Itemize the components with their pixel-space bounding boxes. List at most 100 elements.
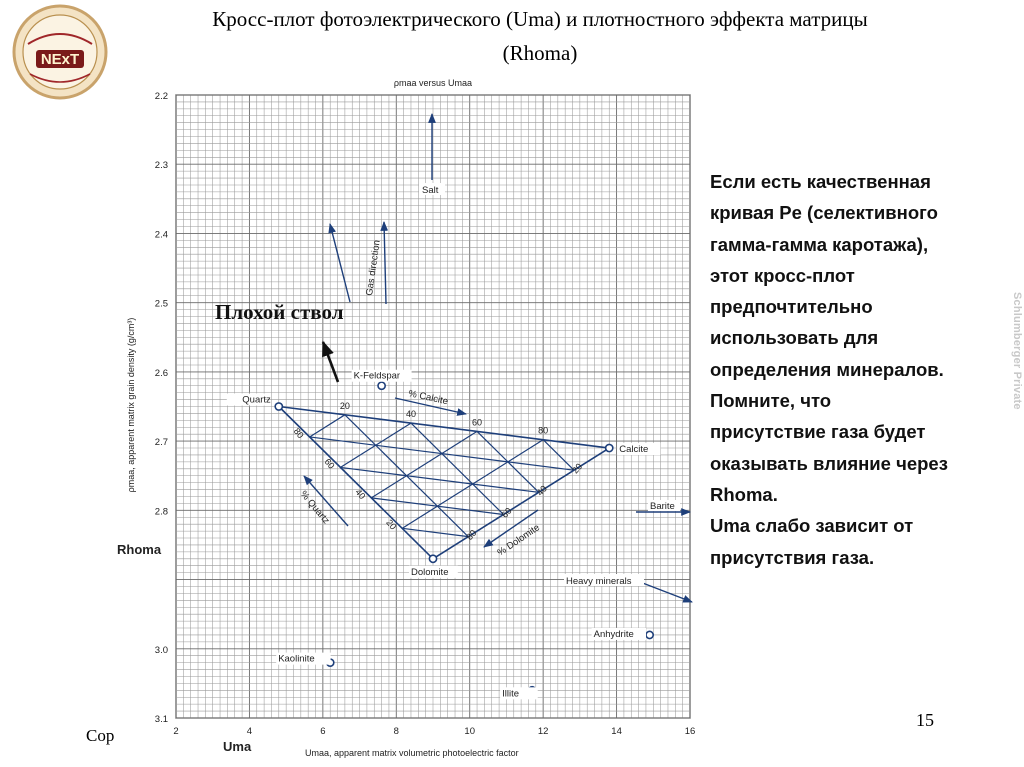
barite-label: Barite [650, 501, 675, 512]
y-tick-label: 2.6 [155, 368, 168, 379]
side-text-line: предпочтительно [710, 296, 873, 318]
heavy-minerals-arrow [639, 581, 693, 603]
side-text-line: Rhoma. [710, 483, 778, 505]
ternary-tick-dolomite: 60 [500, 506, 514, 520]
x-tick-label: 4 [247, 726, 252, 737]
mineral-label: Anhydrite [594, 629, 634, 640]
side-text-line: Если есть качественная [710, 171, 931, 192]
dolomite-percent-arrow [483, 509, 539, 548]
side-text-line: присутствия газа. [710, 546, 875, 568]
barite-label-bg [648, 500, 680, 511]
slide-title-line2: (Rhoma) [502, 41, 578, 65]
ternary-tick-calcite: 80 [538, 426, 548, 436]
y-tick-label: 2.5 [155, 299, 168, 310]
ternary-tick-dolomite: 40 [535, 484, 549, 498]
y-axis-short-label: Rhoma [117, 542, 162, 557]
ternary-tick-calcite: 60 [472, 417, 482, 427]
ternary-tick-quartz: 40 [353, 487, 367, 501]
calcite-percent-arrow [394, 397, 467, 416]
y-tick-label: 2.4 [155, 229, 168, 240]
ternary-edge-calcite-dolomite [432, 447, 610, 560]
x-tick-label: 10 [464, 726, 475, 737]
ternary-line-dolomite [340, 466, 539, 493]
ternary-tick-quartz: 20 [384, 518, 398, 532]
logo-text: NExT [41, 51, 79, 68]
x-tick-label: 6 [320, 726, 325, 737]
mineral-label-bg [617, 443, 661, 456]
bad-hole-label: Плохой ствол [215, 300, 344, 324]
x-tick-label: 12 [538, 726, 549, 737]
gas-arrow-left [328, 223, 351, 303]
side-text-line: кривая Pe (селективного [710, 202, 938, 224]
mineral-label: Calcite [619, 444, 648, 455]
ternary-line-calcite [410, 422, 504, 515]
y-tick-label: 3.1 [155, 714, 168, 725]
mineral-label: K-Feldspar [354, 371, 400, 382]
mineral-label: Kaolinite [278, 654, 314, 665]
mineral-label-bg [276, 652, 331, 665]
side-text-line: присутствие газа будет [710, 421, 926, 443]
ternary-tick-calcite: 20 [340, 401, 350, 411]
slide-title-line1: Кросс-плот фотоэлектрического (Uma) и пл… [212, 7, 868, 31]
x-axis-label: Umaa, apparent matrix volumetric photoel… [305, 748, 519, 758]
mineral-label-bg [500, 687, 538, 700]
side-text-line: этот кросс-плот [710, 264, 855, 286]
heavy-minerals-label: Heavy minerals [566, 576, 632, 587]
mineral-point [604, 443, 614, 453]
ternary-tick-calcite: 40 [406, 409, 416, 419]
y-tick-label: 2.7 [155, 437, 168, 448]
next-logo: NExT [6, 2, 114, 102]
side-text-line: гамма-гамма каротажа), [710, 233, 929, 255]
mineral-label: Illite [502, 688, 519, 699]
y-axis-label: ρmaa, apparent matrix grain density (g/c… [126, 318, 136, 493]
ternary-line-dolomite [402, 527, 469, 538]
footer-fragment: Cop [86, 726, 115, 745]
ternary-line-quartz [309, 414, 346, 438]
mineral-label: Dolomite [411, 567, 449, 578]
chart-title: ρmaa versus Umaa [394, 78, 472, 88]
y-tick-label: 2.8 [155, 506, 168, 517]
side-text-line: Uma слабо зависит от [710, 515, 914, 537]
gas-arrow-right [380, 221, 389, 305]
ternary-edge-quartz-calcite [278, 405, 610, 449]
salt-label-bg [419, 183, 445, 195]
mineral-label-bg [591, 627, 647, 640]
mineral-point [274, 402, 284, 411]
side-text-line: Помните, что [710, 390, 832, 412]
side-text-line: оказывать влияние через [710, 452, 948, 474]
watermark-text: Schlumberger Private [1011, 292, 1023, 410]
y-tick-label: 2.2 [155, 91, 168, 102]
ternary-tick-dolomite: 80 [464, 528, 478, 542]
mineral-point [428, 554, 438, 564]
bad-hole-arrow [321, 340, 340, 383]
chart-axes: 2 4 6 8 10 12 14 16 2.2 2.3 2.4 2.5 2.6 2.7 2.8 3.0 3.1 ρ… [117, 78, 695, 758]
x-tick-label: 16 [685, 726, 696, 737]
mineral-point [377, 381, 386, 391]
ternary-tick-dolomite: 20 [570, 461, 584, 475]
side-text-line: использовать для [710, 327, 879, 349]
ternary-edge-quartz-dolomite [278, 405, 434, 560]
ternary-tick-quartz: 80 [292, 426, 306, 440]
y-tick-label: 2.3 [155, 160, 168, 171]
ternary-line-dolomite [371, 497, 504, 516]
x-axis-short-label: Uma [223, 739, 252, 754]
mineral-label-bg [409, 565, 458, 578]
x-tick-label: 8 [394, 726, 399, 737]
side-notes: Если есть качественная кривая Pe (селекти… [710, 166, 1010, 573]
ternary-tick-quartz: 60 [323, 457, 337, 471]
ternary-line-calcite [542, 439, 575, 471]
chart-marks: Quartz Calcite Dolomite K-Feldspar Kaolinite… [226, 369, 661, 700]
side-text-line: определения минералов. [710, 358, 944, 380]
mineral-label-bg [226, 393, 265, 406]
mineral-label: Quartz [242, 395, 271, 406]
quartz-percent-arrow [303, 475, 349, 527]
x-tick-label: 2 [173, 726, 178, 737]
page-number: 15 [916, 710, 934, 730]
mineral-point [645, 630, 655, 640]
mineral-label-bg [351, 369, 412, 382]
salt-label: Salt [422, 185, 439, 196]
ternary-line-quartz [371, 430, 478, 499]
ternary-line-calcite [476, 430, 540, 493]
ternary-network: 20 40 60 80 20 40 60 80 80 60 40 20 [278, 401, 610, 560]
